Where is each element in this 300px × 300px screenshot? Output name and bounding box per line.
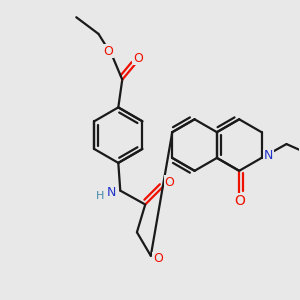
- Text: O: O: [234, 194, 244, 208]
- Text: O: O: [133, 52, 143, 64]
- Text: O: O: [103, 45, 113, 58]
- Text: O: O: [165, 176, 175, 189]
- Text: O: O: [153, 252, 163, 265]
- Text: H: H: [96, 190, 105, 201]
- Text: N: N: [107, 186, 116, 199]
- Text: N: N: [264, 149, 273, 162]
